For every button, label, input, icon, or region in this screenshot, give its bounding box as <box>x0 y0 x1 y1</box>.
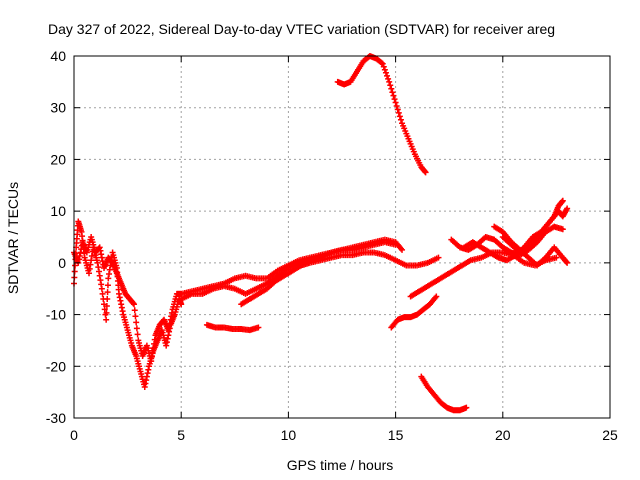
data-point <box>380 63 387 70</box>
series-track-early-b <box>71 234 185 365</box>
data-point <box>553 254 560 261</box>
data-point <box>397 116 404 123</box>
data-point <box>394 106 401 113</box>
data-point <box>559 226 566 233</box>
series-track-late-d <box>499 197 566 256</box>
data-points <box>71 53 571 414</box>
data-point <box>391 96 398 103</box>
y-axis-label: SDTVAR / TECUs <box>5 182 21 294</box>
data-point <box>104 296 111 303</box>
x-axis-ticks: 0 5 10 15 20 25 <box>70 56 618 443</box>
y-tick-label: 0 <box>58 255 66 271</box>
data-point <box>104 289 111 296</box>
series-track-late-b <box>448 223 566 259</box>
y-tick-label: -20 <box>46 358 66 374</box>
chart-title: Day 327 of 2022, Sidereal Day-to-day VTE… <box>48 21 555 37</box>
data-point <box>103 302 110 309</box>
y-tick-label: 20 <box>50 151 66 167</box>
data-point <box>564 205 571 212</box>
data-point <box>393 102 400 109</box>
data-point <box>389 89 396 96</box>
y-tick-label: -10 <box>46 307 66 323</box>
data-point <box>433 293 440 300</box>
y-tick-label: -30 <box>46 410 66 426</box>
data-point <box>387 82 394 89</box>
data-point <box>133 319 140 326</box>
data-point <box>384 72 391 79</box>
y-axis-ticks: -30 -20 -10 0 10 20 30 40 <box>46 48 610 426</box>
y-tick-label: 30 <box>50 100 66 116</box>
series-track-bottom <box>418 373 470 414</box>
data-point <box>381 66 388 73</box>
data-point <box>390 92 397 99</box>
series-track-mid-low <box>388 293 440 331</box>
data-point <box>386 78 393 85</box>
data-point <box>378 59 385 66</box>
series-track-main-c <box>178 236 406 303</box>
x-tick-label: 5 <box>177 427 185 443</box>
x-axis-label: GPS time / hours <box>287 457 394 473</box>
x-tick-label: 20 <box>495 427 511 443</box>
x-tick-label: 10 <box>281 427 297 443</box>
data-point <box>101 306 108 313</box>
data-point <box>72 262 79 269</box>
data-point <box>131 301 138 308</box>
data-point <box>131 307 138 314</box>
data-point <box>98 285 105 292</box>
data-point <box>132 313 139 320</box>
data-point <box>564 259 571 266</box>
data-point <box>396 113 403 120</box>
data-point <box>104 282 111 289</box>
data-point <box>103 309 110 316</box>
y-tick-label: 40 <box>50 48 66 64</box>
data-point <box>463 404 470 411</box>
data-point <box>99 290 106 297</box>
data-point <box>388 85 395 92</box>
data-point <box>382 69 389 76</box>
series-track-flat <box>203 321 262 334</box>
y-tick-label: 10 <box>50 203 66 219</box>
data-point <box>133 325 140 332</box>
data-point <box>71 268 78 275</box>
x-tick-label: 0 <box>70 427 78 443</box>
data-point <box>392 99 399 106</box>
grid <box>74 56 610 418</box>
x-tick-label: 15 <box>388 427 404 443</box>
data-point <box>435 254 442 261</box>
data-point <box>395 109 402 116</box>
data-point <box>103 316 110 323</box>
plot-frame <box>73 55 611 419</box>
data-point <box>255 324 262 331</box>
series-track-rising <box>407 249 560 300</box>
data-point <box>379 60 386 67</box>
data-point <box>385 75 392 82</box>
data-point <box>178 301 185 308</box>
series-track-high <box>334 53 429 176</box>
data-point <box>422 169 429 176</box>
data-point <box>134 331 141 338</box>
x-tick-label: 25 <box>602 427 618 443</box>
data-point <box>559 197 566 204</box>
data-point <box>399 246 406 253</box>
